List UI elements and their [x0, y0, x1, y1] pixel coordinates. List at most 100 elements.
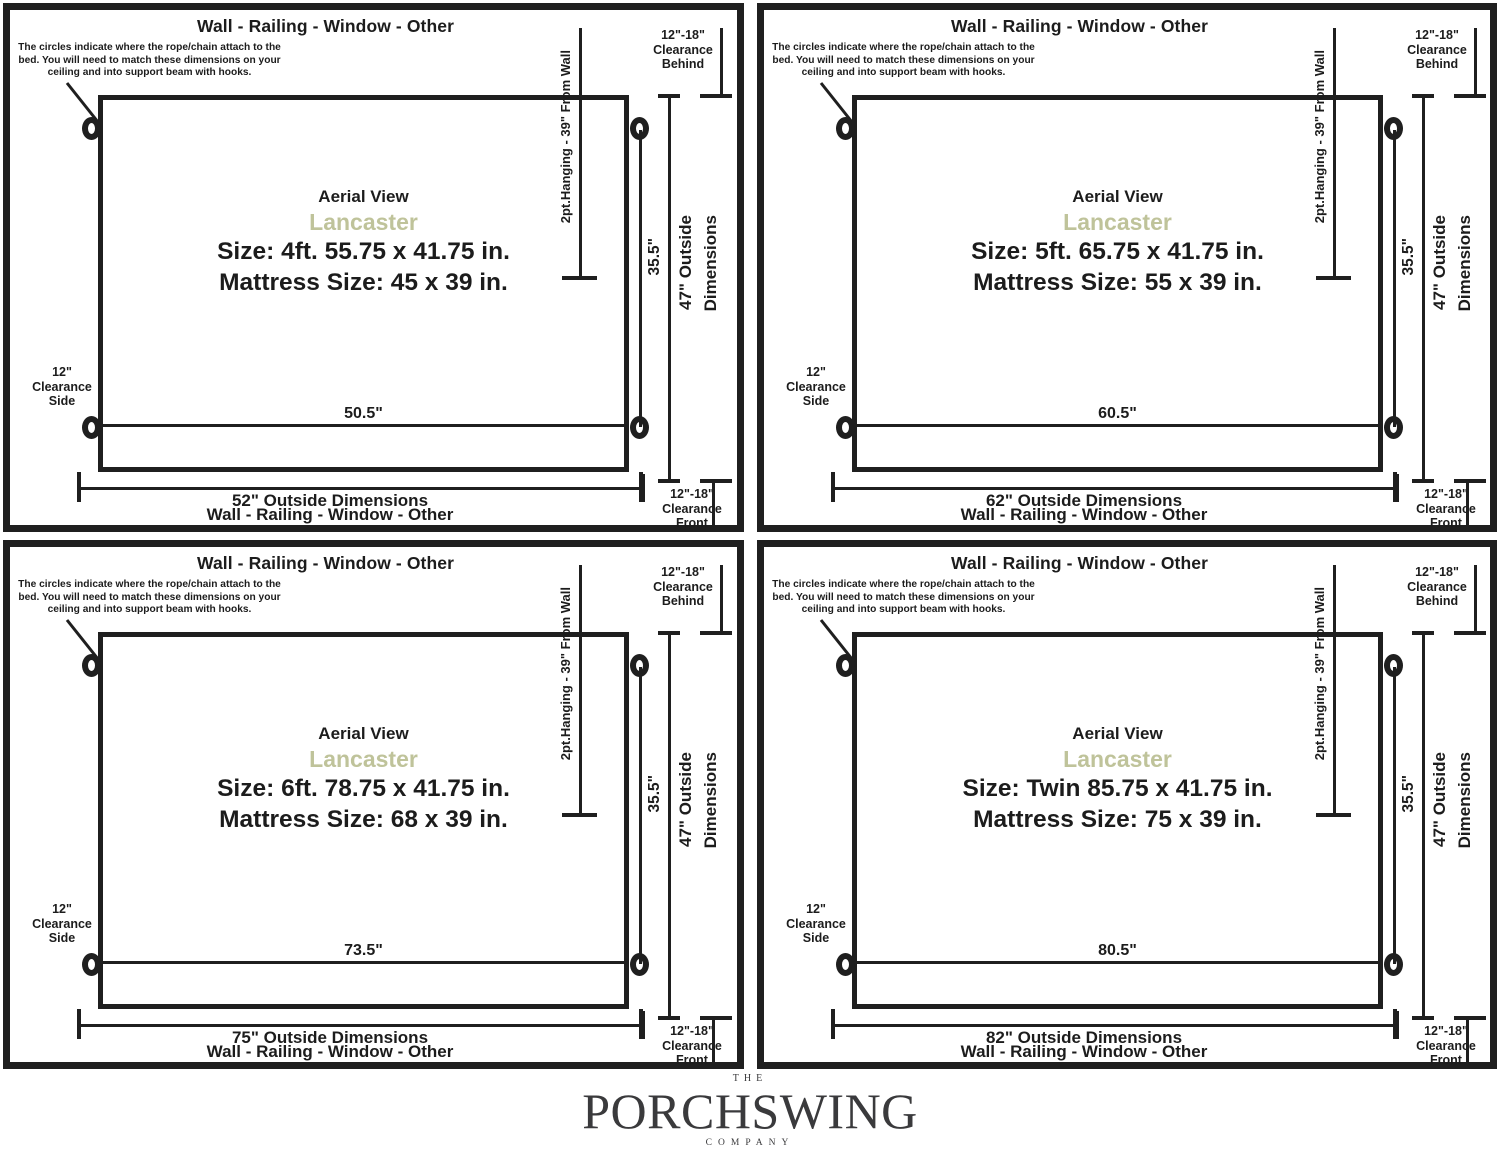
panel-lancaster-6ft: Wall - Railing - Window - Other The circ… [3, 540, 744, 1069]
depth-outside-line [668, 96, 671, 480]
depth-outside-label-b: Dimensions [701, 752, 720, 849]
depth-outside-label-b: Dimensions [1455, 752, 1474, 849]
outside-width-label: 82" Outside Dimensions [985, 1028, 1183, 1047]
bed-inner-rail [852, 424, 1383, 427]
outside-width-tick-right [1393, 472, 1397, 502]
depth-outside-label-b: Dimensions [701, 215, 720, 312]
outside-width-label: 75" Outside Dimensions [231, 1028, 429, 1047]
aerial-view-label: Aerial View [1072, 724, 1163, 743]
size-line: Size: 4ft. 55.75 x 41.75 in. [217, 238, 510, 265]
wall-caption-top: Wall - Railing - Window - Other [951, 16, 1208, 36]
outside-width-tick-right [639, 1009, 643, 1039]
wall-caption-top: Wall - Railing - Window - Other [197, 16, 454, 36]
inner-width-label: 60.5" [1098, 405, 1137, 422]
clearance-front-label: 12"-18" Clearance Front [662, 487, 722, 530]
clearance-front-line [712, 480, 715, 530]
leader-line-icon [819, 82, 854, 123]
clearance-behind-label: 12"-18" Clearance Behind [1407, 28, 1467, 71]
hanging-dimension-tick [1316, 813, 1351, 817]
hanging-dimension-tick [1316, 276, 1351, 280]
clearance-front-left-tick [641, 1011, 645, 1039]
depth-outside-tick-bottom [1412, 1016, 1434, 1020]
title-block: Aerial View Lancaster Size: 6ft. 78.75 x… [98, 723, 629, 835]
outside-width-tick-right [1393, 1009, 1397, 1039]
hanging-dimension-line [1333, 28, 1336, 278]
depth-outside-label-a: 47" Outside [676, 215, 695, 310]
depth-outside-line [1422, 633, 1425, 1017]
hanging-dimension-line [579, 565, 582, 815]
outside-width-tick-left [77, 1009, 81, 1039]
clearance-front-left-tick [641, 474, 645, 502]
depth-outside-label-a: 47" Outside [676, 752, 695, 847]
panel-lancaster-twin: Wall - Railing - Window - Other The circ… [757, 540, 1497, 1069]
clearance-side-label: 12" Clearance Side [786, 365, 846, 408]
inner-width-label: 73.5" [344, 942, 383, 959]
logo-name: PORCHSWING [582, 1083, 918, 1139]
wall-caption-bottom: Wall - Railing - Window - Other [960, 505, 1208, 524]
rope-attach-ring-icon [82, 953, 101, 976]
clearance-behind-label: 12"-18" Clearance Behind [653, 565, 713, 608]
title-block: Aerial View Lancaster Size: 4ft. 55.75 x… [98, 186, 629, 298]
model-name: Lancaster [309, 209, 418, 235]
mattress-line: Mattress Size: 75 x 39 in. [973, 806, 1262, 833]
bed-inner-rail [852, 961, 1383, 964]
hanging-dimension-label: 2pt.Hanging - 39" From Wall [558, 50, 573, 224]
hanging-dimension-label: 2pt.Hanging - 39" From Wall [1312, 50, 1327, 224]
clearance-behind-line [720, 28, 723, 95]
clearance-behind-tick [1454, 94, 1486, 98]
bed-outline [852, 632, 1383, 1009]
attachment-note: The circles indicate where the rope/chai… [772, 579, 1035, 616]
clearance-front-line [712, 1017, 715, 1067]
hanging-dimension-line [579, 28, 582, 278]
rope-attach-ring-icon [82, 654, 101, 677]
depth-outside-tick-top [658, 94, 680, 98]
depth-outside-label-a: 47" Outside [1430, 752, 1449, 847]
wall-caption-bottom: Wall - Railing - Window - Other [206, 505, 454, 524]
hanging-dimension-label: 2pt.Hanging - 39" From Wall [1312, 587, 1327, 761]
model-name: Lancaster [1063, 209, 1172, 235]
clearance-behind-label: 12"-18" Clearance Behind [653, 28, 713, 71]
leader-line-icon [65, 82, 100, 123]
depth-outside-tick-top [658, 631, 680, 635]
wall-caption-bottom: Wall - Railing - Window - Other [960, 1042, 1208, 1061]
logo-the: THE [732, 1073, 768, 1084]
clearance-front-label: 12"-18" Clearance Front [1416, 1024, 1476, 1067]
depth-inner-line [639, 130, 642, 427]
clearance-front-tick [1454, 479, 1486, 483]
size-line: Size: Twin 85.75 x 41.75 in. [962, 775, 1273, 802]
rope-attach-ring-icon [836, 117, 855, 140]
attachment-note: The circles indicate where the rope/chai… [772, 42, 1035, 79]
model-name: Lancaster [309, 746, 418, 772]
model-name: Lancaster [1063, 746, 1172, 772]
attachment-note: The circles indicate where the rope/chai… [18, 579, 281, 616]
panel-lancaster-4ft: Wall - Railing - Window - Other The circ… [3, 3, 744, 532]
depth-outside-tick-top [1412, 631, 1434, 635]
inner-width-label: 80.5" [1098, 942, 1137, 959]
clearance-behind-tick [700, 94, 732, 98]
aerial-view-label: Aerial View [318, 724, 409, 743]
clearance-front-tick [1454, 1016, 1486, 1020]
logo-company: COMPANY [705, 1138, 795, 1148]
outside-width-tick-right [639, 472, 643, 502]
clearance-front-label: 12"-18" Clearance Front [662, 1024, 722, 1067]
outside-width-tick-left [77, 472, 81, 502]
hanging-dimension-line [1333, 565, 1336, 815]
wall-caption-top: Wall - Railing - Window - Other [197, 553, 454, 573]
leader-line-icon [65, 619, 100, 660]
clearance-side-label: 12" Clearance Side [32, 365, 92, 408]
clearance-behind-label: 12"-18" Clearance Behind [1407, 565, 1467, 608]
clearance-front-line [1466, 480, 1469, 530]
hanging-dimension-tick [562, 813, 597, 817]
bed-inner-rail [98, 424, 629, 427]
size-line: Size: 5ft. 65.75 x 41.75 in. [971, 238, 1264, 265]
outside-width-line [79, 487, 641, 490]
size-line: Size: 6ft. 78.75 x 41.75 in. [217, 775, 510, 802]
bed-outline [98, 632, 629, 1009]
bed-inner-rail [98, 961, 629, 964]
clearance-side-label: 12" Clearance Side [786, 902, 846, 945]
clearance-front-label: 12"-18" Clearance Front [1416, 487, 1476, 530]
clearance-behind-tick [1454, 631, 1486, 635]
leader-line-icon [819, 619, 854, 660]
depth-outside-label-a: 47" Outside [1430, 215, 1449, 310]
clearance-behind-tick [700, 631, 732, 635]
